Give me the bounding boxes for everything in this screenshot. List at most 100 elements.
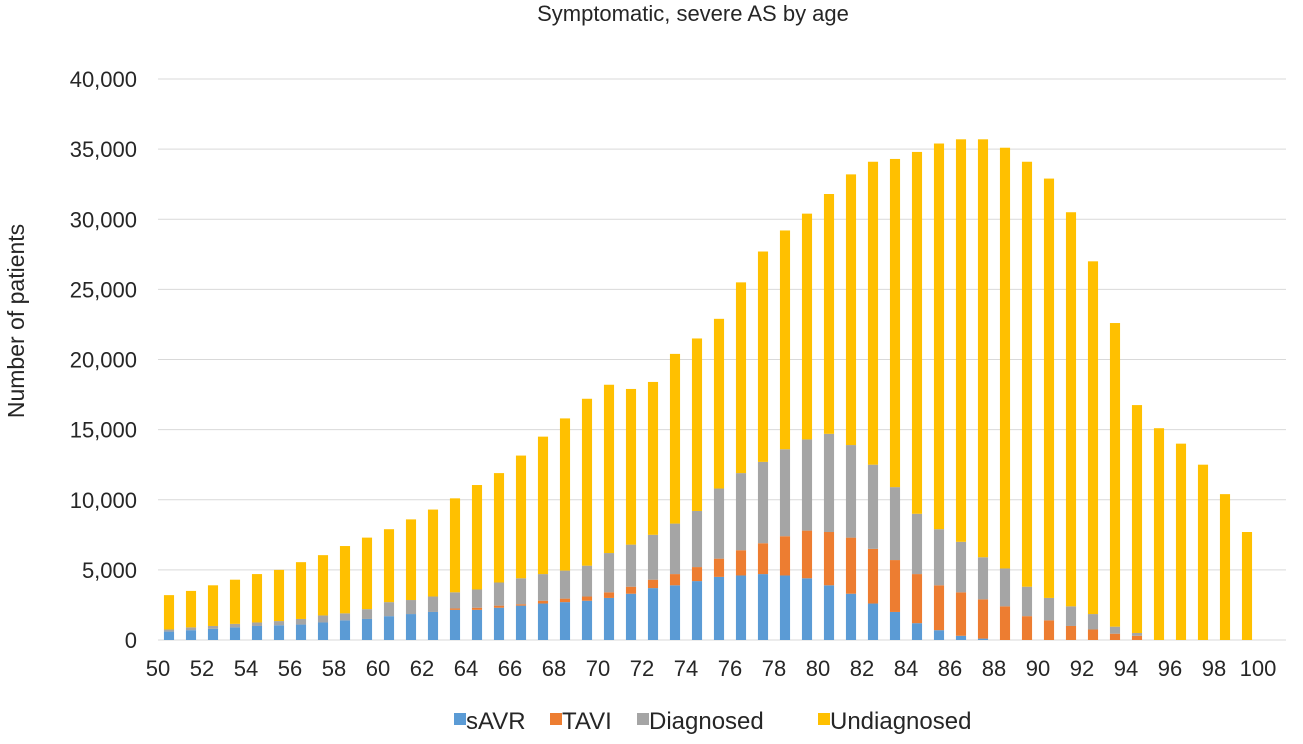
x-tick-label: 78 [762, 656, 786, 681]
y-axis-ticks: 0 5,000 10,000 15,000 20,000 25,000 30,000 35,0… [70, 67, 137, 653]
bar-segment-undiagnosed [471, 485, 483, 590]
bar-segment-savr [691, 581, 703, 640]
x-tick-label: 60 [366, 656, 390, 681]
bar-segment-tavi [801, 530, 813, 579]
bar-segment-savr [955, 635, 967, 640]
bar-segment-undiagnosed [1153, 428, 1165, 640]
bar-segment-savr [779, 575, 791, 640]
bar-segment-savr [185, 630, 197, 640]
x-tick-label: 72 [630, 656, 654, 681]
bar-segment-savr [515, 605, 527, 640]
bar-segment-diagnosed [867, 464, 879, 549]
y-tick-label: 30,000 [70, 207, 137, 232]
x-axis-ticks: 50 52 54 56 58 60 62 64 66 68 70 72 74 76 78 80 82 84 86 88… [146, 656, 1277, 681]
bar-segment-undiagnosed [955, 139, 967, 542]
bar-segment-undiagnosed [625, 388, 637, 545]
bar-segment-tavi [977, 599, 989, 639]
bar-segment-savr [559, 602, 571, 640]
bar-segment-tavi [999, 606, 1011, 640]
bar-segment-diagnosed [229, 623, 241, 628]
bar-segment-undiagnosed [537, 436, 549, 575]
x-tick-label: 52 [190, 656, 214, 681]
bar-segment-tavi [1065, 625, 1077, 640]
bar-segment-savr [933, 630, 945, 640]
x-tick-label: 58 [322, 656, 346, 681]
bar-segment-tavi [1087, 629, 1099, 640]
bar-segment-savr [801, 578, 813, 640]
y-tick-label: 15,000 [70, 418, 137, 443]
bar-segment-savr [735, 575, 747, 640]
x-tick-label: 76 [718, 656, 742, 681]
bar-segment-undiagnosed [383, 529, 395, 603]
bar-segment-undiagnosed [889, 158, 901, 488]
bar-segment-undiagnosed [361, 537, 373, 610]
x-tick-label: 100 [1240, 656, 1277, 681]
bar-segment-diagnosed [383, 602, 395, 617]
bar-segment-diagnosed [1109, 626, 1121, 634]
bar-segment-savr [449, 609, 461, 640]
x-tick-label: 64 [454, 656, 478, 681]
legend-swatch-undiagnosed [818, 713, 830, 725]
x-tick-label: 70 [586, 656, 610, 681]
bar-segment-savr [339, 620, 351, 640]
bar-segment-undiagnosed [1109, 323, 1121, 627]
bar-segment-diagnosed [207, 625, 219, 629]
y-tick-label: 40,000 [70, 67, 137, 92]
bar-segment-undiagnosed [867, 161, 879, 465]
legend-label-savr: sAVR [466, 708, 526, 735]
bar-segment-undiagnosed [823, 194, 835, 434]
bar-segment-undiagnosed [317, 555, 329, 616]
bar-segment-diagnosed [735, 473, 747, 551]
legend-swatch-savr [454, 713, 466, 725]
bar-segment-diagnosed [999, 568, 1011, 607]
bar-segment-savr [625, 593, 637, 640]
bar-segment-undiagnosed [251, 574, 263, 623]
bar-segment-tavi [1043, 620, 1055, 640]
bar-segment-savr [647, 588, 659, 640]
bar-segment-tavi [955, 592, 967, 636]
x-tick-label: 90 [1026, 656, 1050, 681]
bar-segment-diagnosed [955, 541, 967, 593]
bar-segment-diagnosed [977, 557, 989, 600]
bar-segment-savr [493, 607, 505, 640]
bar-segment-undiagnosed [207, 585, 219, 626]
bar-segment-undiagnosed [273, 569, 285, 622]
x-tick-label: 68 [542, 656, 566, 681]
legend-swatch-diagnosed [637, 713, 649, 725]
bar-segment-diagnosed [317, 615, 329, 623]
bar-segment-undiagnosed [427, 509, 439, 597]
bar-segment-savr [273, 625, 285, 640]
bar-segment-savr [383, 616, 395, 640]
bar-segment-diagnosed [779, 449, 791, 537]
bar-segment-diagnosed [185, 627, 197, 631]
bar-segment-savr [229, 627, 241, 640]
bar-segment-undiagnosed [999, 147, 1011, 569]
bar-segment-undiagnosed [735, 282, 747, 474]
bar-segment-tavi [669, 574, 681, 586]
bar-segment-diagnosed [559, 570, 571, 599]
bar-segment-diagnosed [339, 613, 351, 621]
bar-segment-undiagnosed [933, 143, 945, 530]
bar-segment-tavi [581, 596, 593, 601]
x-tick-label: 66 [498, 656, 522, 681]
legend-label-tavi: TAVI [562, 708, 612, 735]
bar-segment-tavi [911, 574, 923, 624]
bar-segment-tavi [493, 605, 505, 608]
bar-segment-savr [471, 609, 483, 640]
bar-segment-tavi [845, 537, 857, 594]
bar-segment-savr [889, 611, 901, 640]
bar-segment-tavi [559, 598, 571, 603]
bar-segment-tavi [757, 543, 769, 575]
x-tick-label: 56 [278, 656, 302, 681]
legend-swatch-tavi [550, 713, 562, 725]
x-tick-label: 94 [1114, 656, 1138, 681]
bar-segment-undiagnosed [691, 338, 703, 511]
bar-segment-undiagnosed [295, 562, 307, 619]
x-tick-label: 80 [806, 656, 830, 681]
bar-segment-undiagnosed [911, 151, 923, 514]
bar-segment-savr [427, 611, 439, 640]
bar-segment-diagnosed [823, 433, 835, 533]
bar-segment-diagnosed [911, 513, 923, 575]
bar-segment-undiagnosed [559, 418, 571, 571]
bar-segment-undiagnosed [449, 498, 461, 593]
